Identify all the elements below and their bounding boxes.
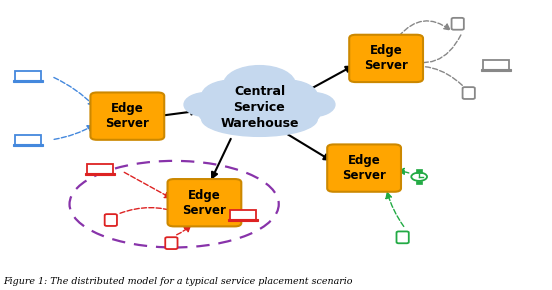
FancyBboxPatch shape (87, 164, 113, 174)
Circle shape (199, 100, 248, 126)
Text: Edge
Server: Edge Server (364, 44, 408, 72)
FancyBboxPatch shape (15, 135, 41, 145)
FancyBboxPatch shape (416, 169, 422, 173)
Circle shape (411, 173, 427, 181)
FancyBboxPatch shape (13, 80, 43, 82)
FancyBboxPatch shape (165, 237, 178, 249)
FancyBboxPatch shape (230, 210, 256, 220)
FancyBboxPatch shape (327, 144, 401, 192)
Text: Edge
Server: Edge Server (105, 102, 149, 130)
Text: Edge
Server: Edge Server (183, 189, 226, 217)
FancyBboxPatch shape (13, 144, 43, 146)
FancyBboxPatch shape (463, 87, 475, 99)
FancyBboxPatch shape (85, 173, 115, 175)
Circle shape (270, 100, 320, 126)
FancyBboxPatch shape (91, 93, 164, 140)
FancyBboxPatch shape (416, 181, 422, 184)
Circle shape (201, 80, 262, 112)
Text: Edge
Server: Edge Server (342, 154, 386, 182)
Ellipse shape (201, 102, 317, 136)
FancyBboxPatch shape (481, 69, 511, 71)
Circle shape (184, 93, 230, 117)
Circle shape (257, 80, 317, 112)
Circle shape (224, 66, 295, 103)
FancyBboxPatch shape (483, 60, 509, 70)
FancyBboxPatch shape (452, 18, 464, 30)
FancyBboxPatch shape (396, 231, 409, 243)
FancyBboxPatch shape (228, 219, 258, 221)
FancyBboxPatch shape (349, 35, 423, 82)
FancyBboxPatch shape (15, 71, 41, 81)
Circle shape (289, 93, 335, 117)
Text: Figure 1: The distributed model for a typical service placement scenario: Figure 1: The distributed model for a ty… (3, 278, 353, 287)
Text: Central
Service
Warehouse: Central Service Warehouse (220, 85, 299, 130)
FancyBboxPatch shape (105, 214, 117, 226)
FancyBboxPatch shape (167, 179, 241, 226)
